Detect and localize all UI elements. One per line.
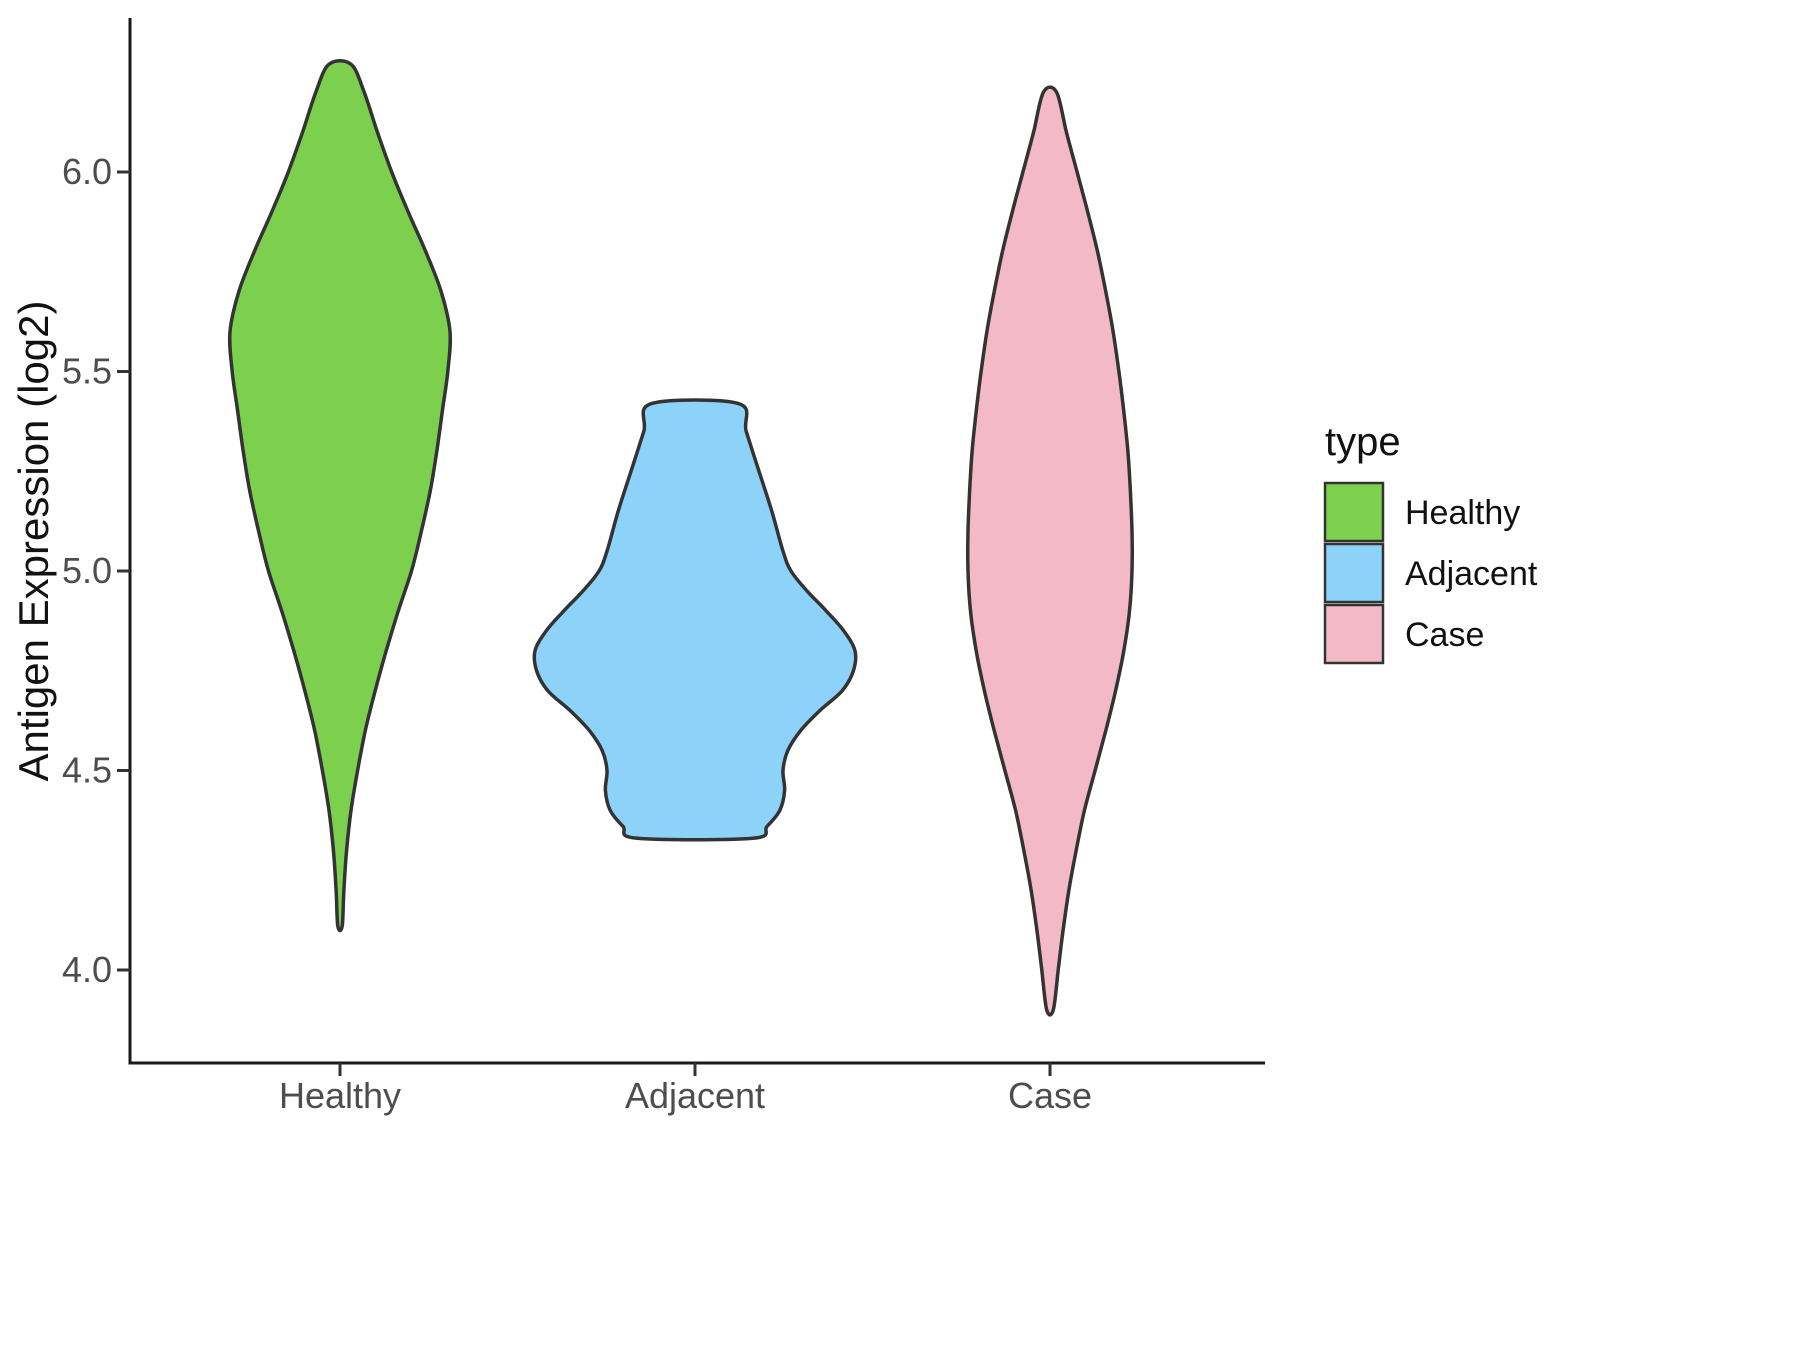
y-axis-ticks: 4.0 4.5 5.0 5.5 6.0 — [62, 151, 130, 990]
legend: type Healthy Adjacent Case — [1323, 420, 1538, 665]
y-tick-label: 5.5 — [62, 351, 112, 392]
x-category-label-adjacent: Adjacent — [625, 1075, 765, 1116]
legend-label-case: Case — [1405, 616, 1484, 654]
y-axis-title: Antigen Expression (log2) — [10, 301, 57, 782]
violin-healthy — [227, 59, 453, 933]
legend-key-healthy — [1323, 481, 1385, 543]
x-category-label-healthy: Healthy — [279, 1075, 401, 1116]
legend-key-adjacent — [1323, 542, 1385, 604]
legend-title: type — [1325, 420, 1401, 464]
legend-key-case — [1323, 603, 1385, 665]
legend-label-healthy: Healthy — [1405, 494, 1520, 532]
legend-label-adjacent: Adjacent — [1405, 555, 1538, 593]
x-axis-labels: Healthy Adjacent Case — [279, 1063, 1092, 1116]
y-tick-label: 6.0 — [62, 151, 112, 192]
legend-items: Healthy Adjacent Case — [1323, 481, 1538, 665]
violins-layer — [227, 59, 1135, 1017]
violin-case — [965, 85, 1135, 1017]
x-category-label-case: Case — [1008, 1075, 1092, 1116]
y-tick-label: 4.5 — [62, 750, 112, 791]
y-tick-label: 4.0 — [62, 949, 112, 990]
violin-adjacent — [532, 398, 858, 842]
y-tick-label: 5.0 — [62, 550, 112, 591]
